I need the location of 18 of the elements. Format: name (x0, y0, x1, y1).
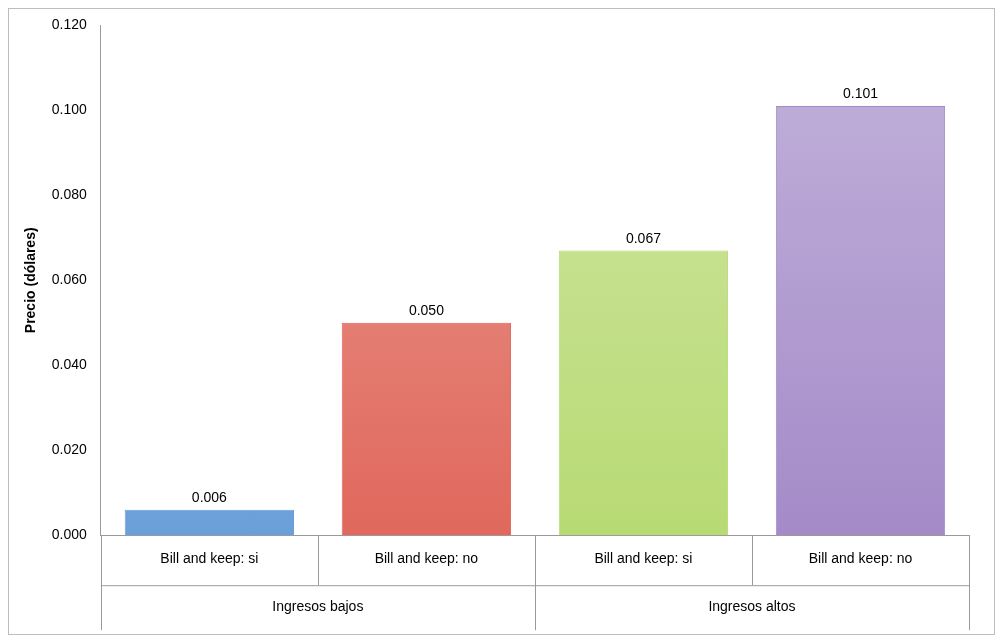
x-tick-label: Bill and keep: si (160, 550, 259, 567)
y-tick-label: 0.080 (51, 186, 88, 203)
y-tick-label: 0.120 (51, 16, 88, 33)
y-tick-label: 0.060 (51, 271, 88, 288)
x-tick-label: Bill and keep: no (374, 550, 479, 567)
data-label: 0.101 (842, 85, 879, 102)
y-axis-title: Precio (dólares) (22, 227, 39, 334)
text: Ingresos bajos (272, 598, 364, 615)
x-tick-label: Bill and keep: si (594, 550, 693, 567)
y-tick-label: 0.020 (51, 441, 88, 458)
data-label: 0.067 (625, 229, 662, 246)
data-label: 0.006 (191, 488, 228, 505)
y-tick-label: 0.040 (51, 356, 88, 373)
data-label: 0.050 (408, 301, 445, 318)
text: Ingresos altos (708, 598, 796, 615)
x-tick-label: Bill and keep: no (808, 550, 913, 567)
y-tick-label: 0.000 (51, 526, 88, 543)
y-tick-label: 0.100 (51, 101, 88, 118)
